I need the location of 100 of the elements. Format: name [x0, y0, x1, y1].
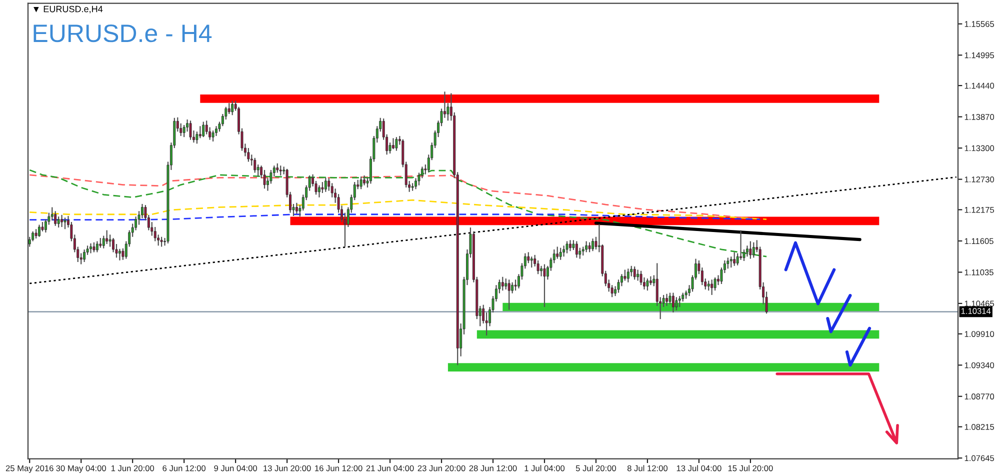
candlestick: [254, 157, 256, 174]
candlestick: [34, 228, 38, 240]
candlestick: [321, 181, 324, 194]
candlestick: [60, 214, 64, 228]
y-tick-label: 1.12730: [964, 176, 994, 182]
x-tick-label: 16 Jun 12:00: [315, 465, 362, 472]
candlestick: [363, 174, 366, 186]
candlestick: [675, 296, 678, 311]
candlestick: [122, 248, 124, 260]
candlestick: [740, 230, 742, 260]
candlestick: [295, 202, 298, 214]
y-tick-label: 1.13870: [964, 114, 994, 120]
y-tick-label: 1.13300: [964, 145, 994, 152]
y-tick-label: 1.15565: [964, 21, 994, 27]
y-tick-label: 1.09910: [964, 331, 994, 337]
candlestick: [108, 234, 112, 248]
x-tick-label: 25 May 2016: [6, 465, 54, 473]
candlestick: [247, 147, 250, 162]
y-tick-label: 1.11035: [964, 269, 994, 276]
candlestick: [228, 102, 230, 115]
candlestick: [530, 256, 533, 268]
candlestick: [160, 236, 163, 248]
x-tick-label: 13 Jul 04:00: [676, 465, 722, 472]
candlestick: [668, 292, 672, 305]
candlestick: [636, 269, 640, 282]
candlestick: [646, 278, 649, 292]
line-series: [28, 199, 768, 220]
candlestick: [527, 252, 530, 264]
candlestick: [566, 240, 568, 254]
candlestick: [38, 224, 41, 238]
candlestick: [90, 242, 92, 254]
y-tick-label: 1.10465: [964, 300, 994, 307]
candlestick: [106, 230, 108, 245]
candlestick: [710, 279, 714, 296]
x-tick-label: 30 May 04:00: [56, 465, 106, 473]
candlestick: [318, 184, 320, 198]
candlestick: [672, 292, 674, 314]
candlestick: [624, 269, 626, 282]
candlestick: [666, 293, 668, 306]
candlestick: [540, 265, 543, 277]
candlestick: [592, 238, 594, 252]
candlestick: [575, 240, 578, 258]
candlestick: [585, 240, 588, 253]
candlestick: [263, 169, 266, 190]
candlestick: [41, 221, 44, 232]
candlestick: [726, 257, 730, 270]
y-tick-label: 1.14995: [964, 52, 994, 58]
candlestick: [118, 248, 121, 261]
candlestick: [392, 138, 394, 150]
candlestick: [749, 240, 752, 260]
x-tick-label: 28 Jun 12:00: [469, 465, 517, 472]
x-tick-label: 5 Jul 20:00: [576, 465, 616, 472]
candlestick: [730, 256, 732, 268]
x-tick-label: 8 Jul 12:00: [627, 465, 668, 472]
candlestick: [99, 237, 102, 248]
candlestick: [707, 280, 710, 292]
x-tick-label: 6 Jun 12:00: [162, 465, 206, 472]
candlestick: [559, 247, 562, 260]
candlestick: [578, 247, 582, 260]
y-tick-label: 1.12175: [964, 206, 994, 213]
candlestick: [54, 210, 57, 226]
x-tick-label: 13 Jun 20:00: [264, 465, 311, 472]
candlestick: [50, 206, 54, 221]
candlestick: [514, 279, 517, 292]
candlestick: [556, 246, 559, 260]
text: EURUSD.e - H4: [34, 24, 212, 42]
candlestick: [324, 177, 327, 192]
y-tick-label: 1.07645: [964, 455, 994, 462]
candlestick: [543, 264, 546, 308]
candlestick: [189, 120, 192, 140]
candlestick: [279, 165, 282, 176]
y-tick-label: 1.08215: [964, 424, 994, 430]
y-tick-label: 1.08770: [964, 394, 994, 400]
candlestick: [83, 248, 86, 263]
candlestick: [640, 270, 642, 286]
candlestick: [714, 276, 716, 292]
candlestick: [92, 242, 96, 253]
x-tick-label: 1 Jul 04:00: [524, 465, 565, 472]
y-tick-label: 1.14440: [964, 82, 994, 89]
candlestick: [198, 126, 202, 139]
candlestick: [202, 121, 205, 138]
candlestick: [733, 252, 736, 266]
annotation: ▼ EURUSD.e,H4: [34, 6, 103, 14]
ref-line-label: 1.10314: [961, 308, 991, 314]
x-tick-label: 21 Jun 04:00: [366, 465, 414, 472]
candlestick: [572, 240, 575, 251]
candlestick: [154, 226, 156, 242]
candlestick: [504, 278, 508, 290]
candlestick: [57, 216, 60, 228]
candlestick: [588, 242, 591, 253]
x-tick-label: 23 Jun 20:00: [418, 465, 466, 472]
x-tick-label: 9 Jun 04:00: [214, 465, 258, 472]
candlestick: [633, 266, 636, 280]
x-tick-label: 1 Jun 20:00: [111, 465, 154, 472]
candlestick: [212, 130, 214, 142]
candlestick: [231, 100, 234, 116]
candlestick: [64, 217, 66, 230]
x-tick-label: 15 Jul 20:00: [728, 465, 773, 472]
y-tick-label: 1.11605: [964, 238, 994, 244]
candlestick: [395, 136, 398, 152]
